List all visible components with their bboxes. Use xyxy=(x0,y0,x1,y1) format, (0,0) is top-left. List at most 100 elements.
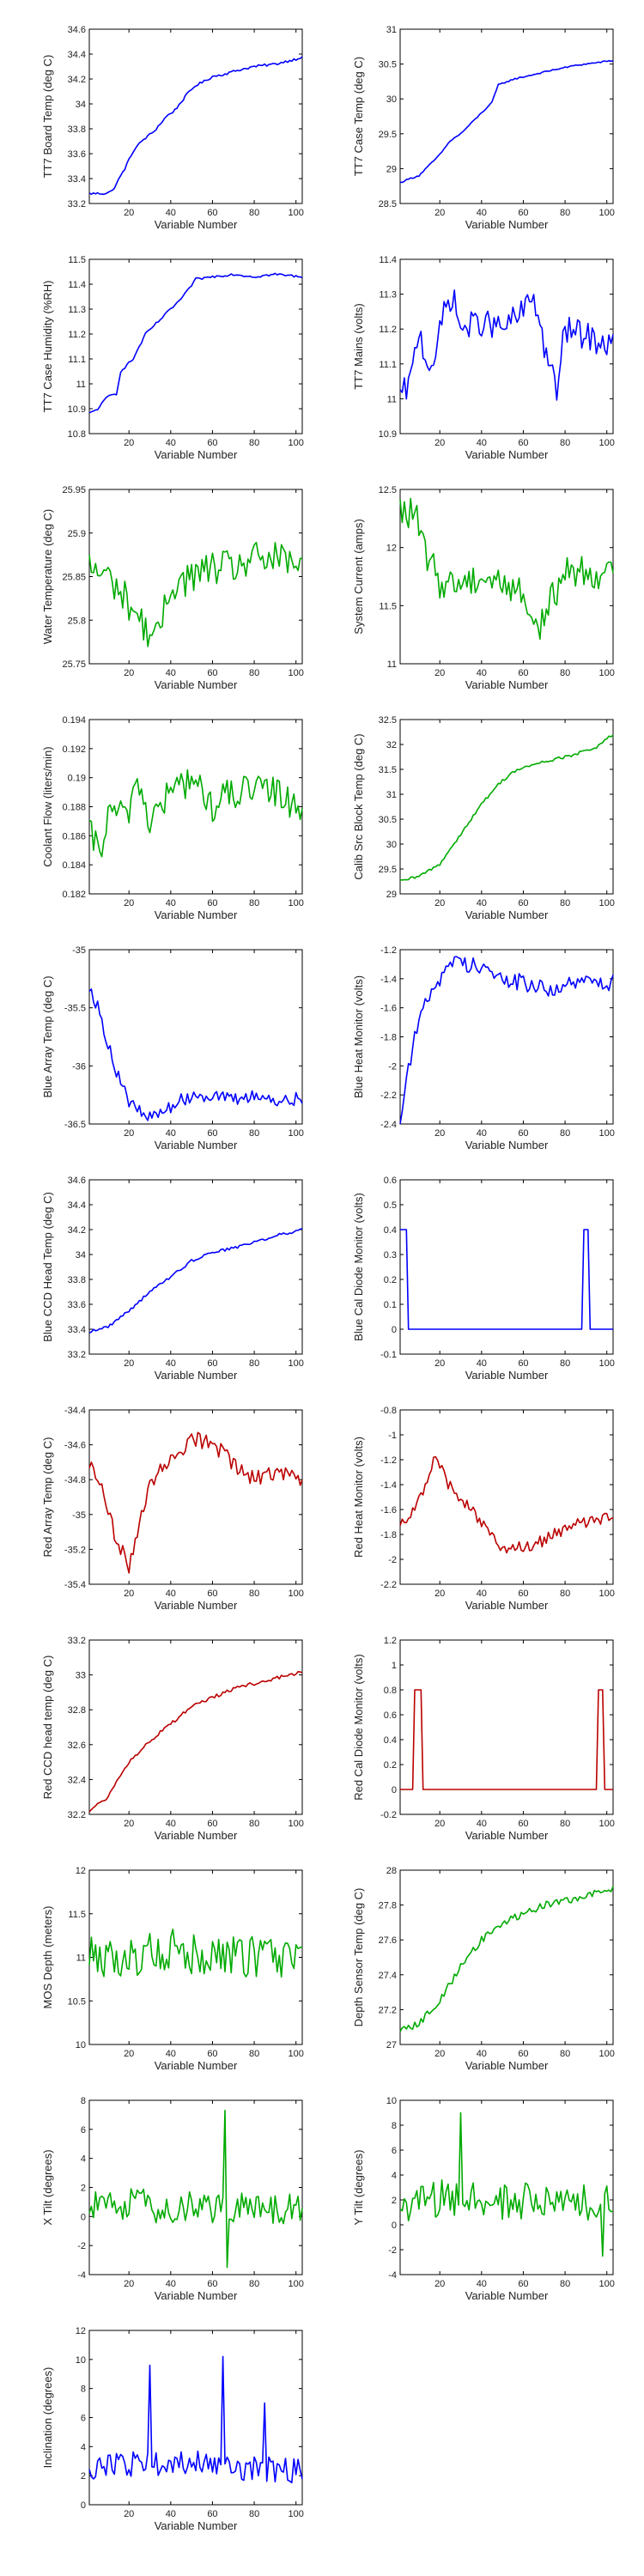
inclination-ytick-label: 4 xyxy=(81,2442,86,2452)
blue-array-temp-ytick-label: -35 xyxy=(72,945,86,956)
blue-heat-monitor-ytick-label: -1.8 xyxy=(380,1033,397,1043)
system-current-xtick-label: 20 xyxy=(434,668,445,678)
water-temperature-xtick-label: 60 xyxy=(207,668,217,678)
tt7-mains-xtick-label: 80 xyxy=(560,438,570,448)
water-temperature-xtick-label: 20 xyxy=(124,668,134,678)
blue-array-temp-chart: 20 40 60 80 100 -36.5 -36 -35.5 -35 Variable Numb… xyxy=(41,945,304,1151)
blue-array-temp-xtick-label: 100 xyxy=(289,1128,304,1139)
calib-src-block-temp-ytick-label: 29.5 xyxy=(379,865,397,875)
inclination-series-line xyxy=(88,2355,303,2484)
tt7-board-temp-xtick-label: 20 xyxy=(124,208,134,218)
blue-array-temp-ytick-label: -36.5 xyxy=(64,1120,86,1130)
water-temperature-xtick-label: 40 xyxy=(166,668,176,678)
y-tilt-ytick-label: 2 xyxy=(392,2196,397,2206)
red-cal-diode-monitor-xtick-label: 100 xyxy=(599,1819,615,1829)
coolant-flow-xtick-label: 100 xyxy=(289,898,304,908)
mos-depth-axes-frame xyxy=(88,1869,303,2045)
red-cal-diode-monitor-axes-frame xyxy=(399,1639,614,1815)
depth-sensor-temp-ytick-label: 27 xyxy=(386,2040,397,2050)
mos-depth-ytick-label: 11.5 xyxy=(68,1910,86,1920)
calib-src-block-temp-chart: 20 40 60 80 100 29 29.5 30 30.5 31 31.5 32 32.5 Varia… xyxy=(352,715,615,921)
tt7-mains-ytick-label: 11.2 xyxy=(379,325,397,335)
tt7-board-temp-ytick-label: 34.6 xyxy=(68,25,86,35)
x-tilt-xlabel: Variable Number xyxy=(155,2289,238,2302)
red-cal-diode-monitor-ylabel: Red Cal Diode Monitor (volts) xyxy=(352,1654,365,1801)
red-ccd-head-temp-xtick-label: 60 xyxy=(207,1819,217,1829)
depth-sensor-temp-xtick-label: 20 xyxy=(434,2049,445,2059)
tt7-board-temp-ytick-label: 33.8 xyxy=(68,125,86,135)
depth-sensor-temp-ytick-label: 27.2 xyxy=(379,2005,397,2015)
red-ccd-head-temp-xlabel: Variable Number xyxy=(155,1829,238,1842)
depth-sensor-temp-xtick-label: 100 xyxy=(599,2049,615,2059)
coolant-flow-xtick-label: 40 xyxy=(166,898,176,908)
tt7-case-temp-ytick-label: 29 xyxy=(386,164,397,174)
system-current-axes-frame xyxy=(399,489,614,665)
coolant-flow-ytick-label: 0.19 xyxy=(68,774,86,784)
water-temperature-ytick-label: 25.9 xyxy=(68,529,86,539)
mos-depth-xtick-label: 40 xyxy=(166,2049,176,2059)
tt7-mains-series-line xyxy=(399,289,614,401)
red-array-temp-ytick-label: -34.4 xyxy=(64,1406,86,1416)
y-tilt-series-line xyxy=(399,2111,614,2257)
blue-ccd-head-temp-ytick-label: 34 xyxy=(76,1250,86,1261)
tt7-mains-xtick-label: 60 xyxy=(518,438,528,448)
red-cal-diode-monitor-ytick-label: -0.2 xyxy=(380,1810,397,1820)
tt7-board-temp-xtick-label: 40 xyxy=(166,208,176,218)
mos-depth-xlabel: Variable Number xyxy=(155,2059,238,2072)
inclination-ytick-label: 0 xyxy=(81,2500,86,2511)
red-array-temp-chart: 20 40 60 80 100 -35.4 -35.2 -35 -34.8 -34.6 -34.4 V… xyxy=(41,1406,304,1612)
x-tilt-axes-frame xyxy=(88,2099,303,2275)
tt7-mains-xtick-label: 20 xyxy=(434,438,445,448)
coolant-flow-xtick-label: 80 xyxy=(249,898,259,908)
tt7-mains-ytick-label: 11.4 xyxy=(379,255,397,265)
tt7-case-temp-xtick-label: 20 xyxy=(434,208,445,218)
blue-cal-diode-monitor-xtick-label: 80 xyxy=(560,1358,570,1369)
inclination-ytick-label: 12 xyxy=(76,2326,86,2336)
water-temperature-ytick-label: 25.95 xyxy=(62,485,86,495)
tt7-case-humidity-axes-frame xyxy=(88,258,303,434)
mos-depth-ytick-label: 10 xyxy=(76,2040,86,2050)
tt7-mains-ytick-label: 11 xyxy=(387,394,397,404)
red-heat-monitor-ytick-label: -1.6 xyxy=(380,1505,397,1516)
blue-cal-diode-monitor-ytick-label: 0 xyxy=(392,1325,397,1335)
water-temperature-ytick-label: 25.75 xyxy=(62,659,86,670)
blue-ccd-head-temp-ytick-label: 34.2 xyxy=(68,1225,86,1236)
tt7-board-temp-chart: 20 40 60 80 100 33.2 33.4 33.6 33.8 34 34.2 34.4 34.… xyxy=(41,25,304,231)
inclination-ytick-label: 8 xyxy=(81,2385,86,2395)
blue-heat-monitor-ytick-label: -1.4 xyxy=(380,975,397,985)
red-cal-diode-monitor-ytick-label: 1.2 xyxy=(384,1636,397,1646)
blue-ccd-head-temp-ytick-label: 34.6 xyxy=(68,1176,86,1186)
blue-cal-diode-monitor-ytick-label: -0.1 xyxy=(380,1350,397,1360)
red-cal-diode-monitor-ytick-label: 1 xyxy=(392,1661,397,1671)
system-current-xtick-label: 80 xyxy=(560,668,570,678)
blue-cal-diode-monitor-ytick-label: 0.3 xyxy=(384,1250,397,1261)
blue-heat-monitor-series-line xyxy=(399,956,614,1125)
blue-ccd-head-temp-ytick-label: 33.4 xyxy=(68,1325,86,1335)
coolant-flow-ytick-label: 0.184 xyxy=(62,860,86,871)
calib-src-block-temp-ytick-label: 29 xyxy=(386,890,397,900)
tt7-board-temp-ytick-label: 33.4 xyxy=(68,174,86,185)
blue-heat-monitor-xtick-label: 60 xyxy=(518,1128,528,1139)
red-heat-monitor-ylabel: Red Heat Monitor (volts) xyxy=(352,1437,365,1558)
blue-ccd-head-temp-ytick-label: 33.6 xyxy=(68,1300,86,1310)
tt7-case-humidity-ytick-label: 11.5 xyxy=(68,255,86,265)
depth-sensor-temp-xtick-label: 60 xyxy=(518,2049,528,2059)
tt7-mains-xlabel: Variable Number xyxy=(465,448,549,461)
y-tilt-ytick-label: -2 xyxy=(388,2245,397,2256)
y-tilt-ytick-label: 0 xyxy=(392,2221,397,2231)
tt7-board-temp-xtick-label: 80 xyxy=(249,208,259,218)
tt7-board-temp-ytick-label: 33.2 xyxy=(68,199,86,210)
red-ccd-head-temp-ytick-label: 32.4 xyxy=(68,1775,86,1785)
calib-src-block-temp-ytick-label: 32.5 xyxy=(379,715,397,726)
tt7-case-humidity-ytick-label: 11 xyxy=(76,380,86,390)
red-heat-monitor-axes-frame xyxy=(399,1409,614,1585)
tt7-case-temp-xtick-label: 60 xyxy=(518,208,528,218)
red-heat-monitor-ytick-label: -0.8 xyxy=(380,1406,397,1416)
red-array-temp-ytick-label: -35.2 xyxy=(64,1545,86,1555)
blue-heat-monitor-ylabel: Blue Heat Monitor (volts) xyxy=(352,975,365,1098)
red-cal-diode-monitor-xtick-label: 60 xyxy=(518,1819,528,1829)
x-tilt-xtick-label: 20 xyxy=(124,2279,134,2289)
depth-sensor-temp-series-line xyxy=(399,1886,614,2032)
system-current-xlabel: Variable Number xyxy=(465,678,549,691)
coolant-flow-ytick-label: 0.182 xyxy=(62,890,86,900)
